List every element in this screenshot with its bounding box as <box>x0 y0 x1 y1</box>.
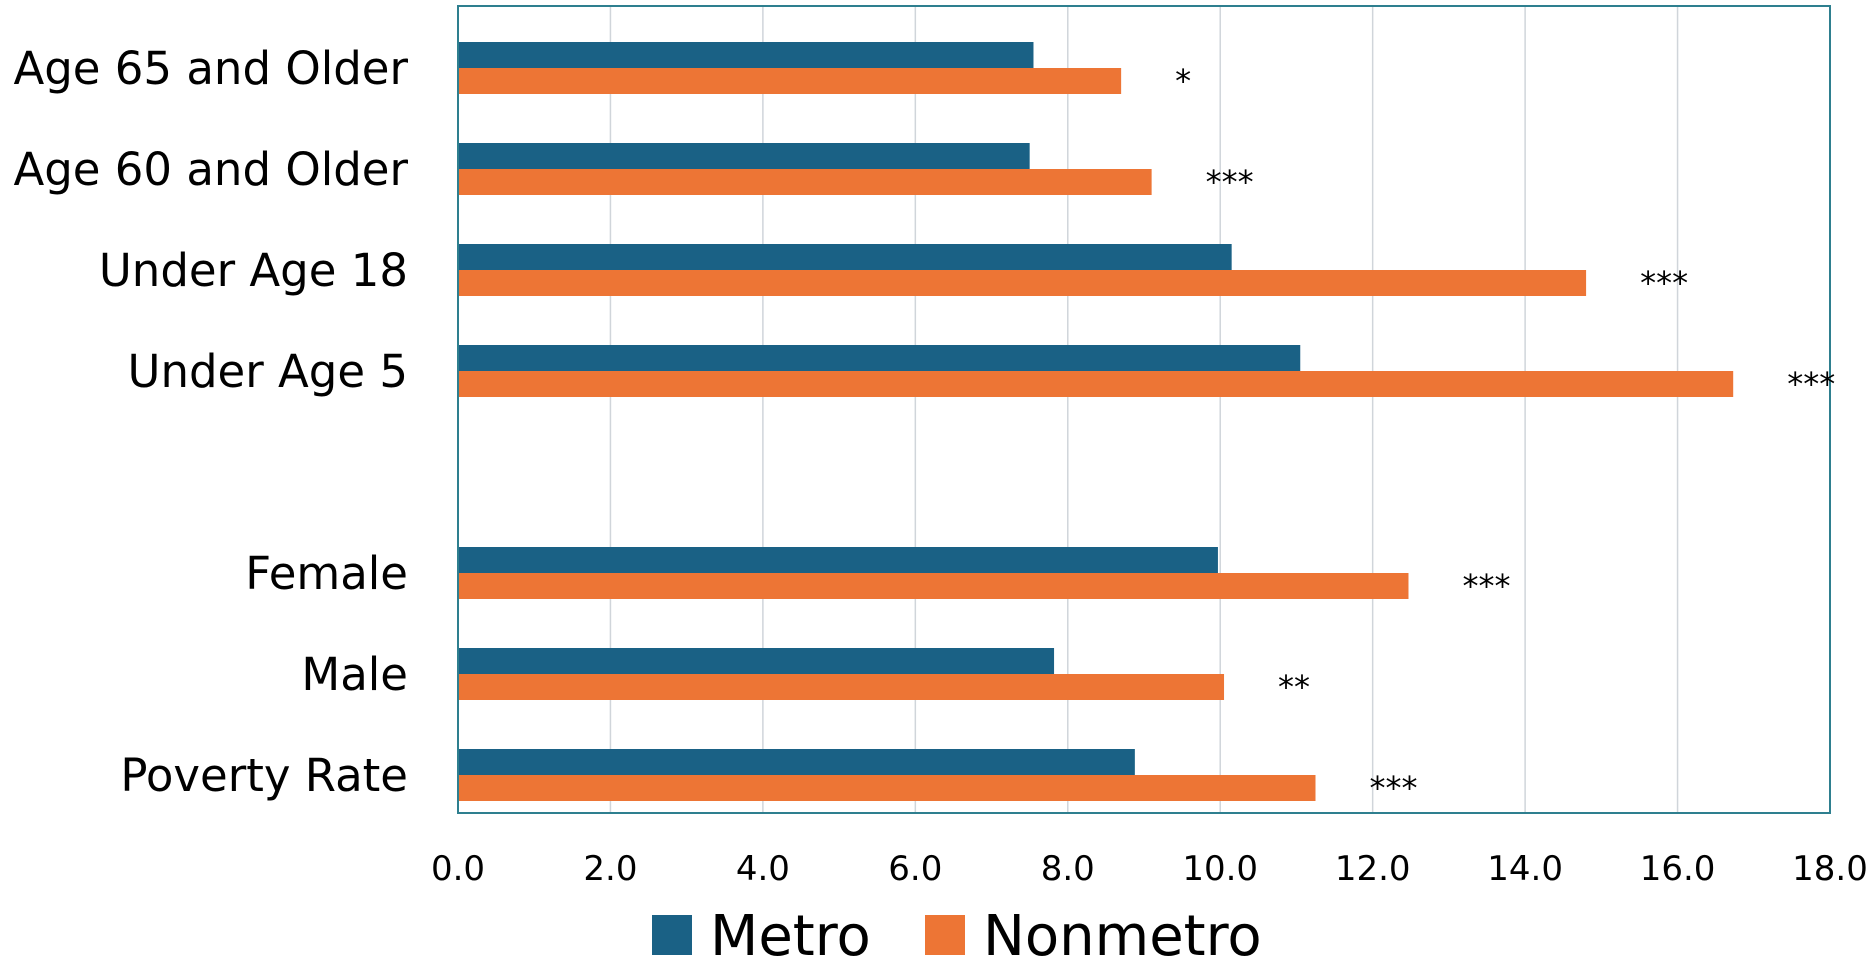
legend-item-nonmetro-label: Nonmetro <box>983 904 1262 969</box>
bars <box>458 42 1734 801</box>
bar-metro <box>458 244 1232 270</box>
bar-nonmetro <box>458 573 1409 599</box>
bar-metro <box>458 42 1034 68</box>
legend-item-nonmetro-swatch <box>925 915 965 955</box>
bar-nonmetro <box>458 68 1122 94</box>
bar-metro <box>458 547 1218 573</box>
x-tick-label: 12.0 <box>1335 849 1411 889</box>
x-tick-label: 2.0 <box>583 849 637 889</box>
plot-frame <box>457 5 1831 814</box>
x-tick-label: 6.0 <box>888 849 942 889</box>
legend: Metro Nonmetro <box>652 904 1262 969</box>
x-axis-tick-labels: 0.0 2.0 4.0 6.0 8.0 10.0 12.0 14.0 16.0 18.0 <box>431 849 1868 889</box>
category-label: Female <box>245 547 408 600</box>
legend-item-metro-swatch <box>652 915 692 955</box>
bar-nonmetro <box>458 775 1316 801</box>
bar-metro <box>458 648 1055 674</box>
category-label: Under Age 5 <box>128 345 408 398</box>
legend-item-metro-label: Metro <box>710 904 871 969</box>
bar-metro <box>458 749 1135 775</box>
x-tick-label: 8.0 <box>1041 849 1095 889</box>
bar-nonmetro <box>458 270 1587 296</box>
category-label: Poverty Rate <box>120 749 408 802</box>
significance-labels: ****************** <box>1175 62 1835 807</box>
category-label: Under Age 18 <box>99 244 408 297</box>
plot-area-frame <box>457 5 1831 814</box>
significance-label: *** <box>1370 769 1418 807</box>
significance-label: * <box>1175 62 1191 100</box>
bar-metro <box>458 345 1301 371</box>
gridlines <box>609 6 1679 813</box>
x-tick-label: 4.0 <box>736 849 790 889</box>
x-tick-label: 14.0 <box>1487 849 1563 889</box>
bar-nonmetro <box>458 371 1734 397</box>
bar-metro <box>458 143 1030 169</box>
bar-nonmetro <box>458 674 1225 700</box>
category-label: Age 60 and Older <box>13 143 408 196</box>
category-label: Age 65 and Older <box>13 42 408 95</box>
bar-nonmetro <box>458 169 1152 195</box>
significance-label: *** <box>1787 365 1835 403</box>
significance-label: ** <box>1278 668 1310 706</box>
x-tick-label: 18.0 <box>1792 849 1868 889</box>
category-label: Male <box>301 648 408 701</box>
x-tick-label: 16.0 <box>1640 849 1716 889</box>
significance-label: *** <box>1206 163 1254 201</box>
category-labels: Age 65 and Older Age 60 and Older Under Ag… <box>13 42 408 802</box>
significance-label: *** <box>1640 264 1688 302</box>
x-tick-label: 0.0 <box>431 849 485 889</box>
x-tick-label: 10.0 <box>1182 849 1258 889</box>
significance-label: *** <box>1462 567 1510 605</box>
